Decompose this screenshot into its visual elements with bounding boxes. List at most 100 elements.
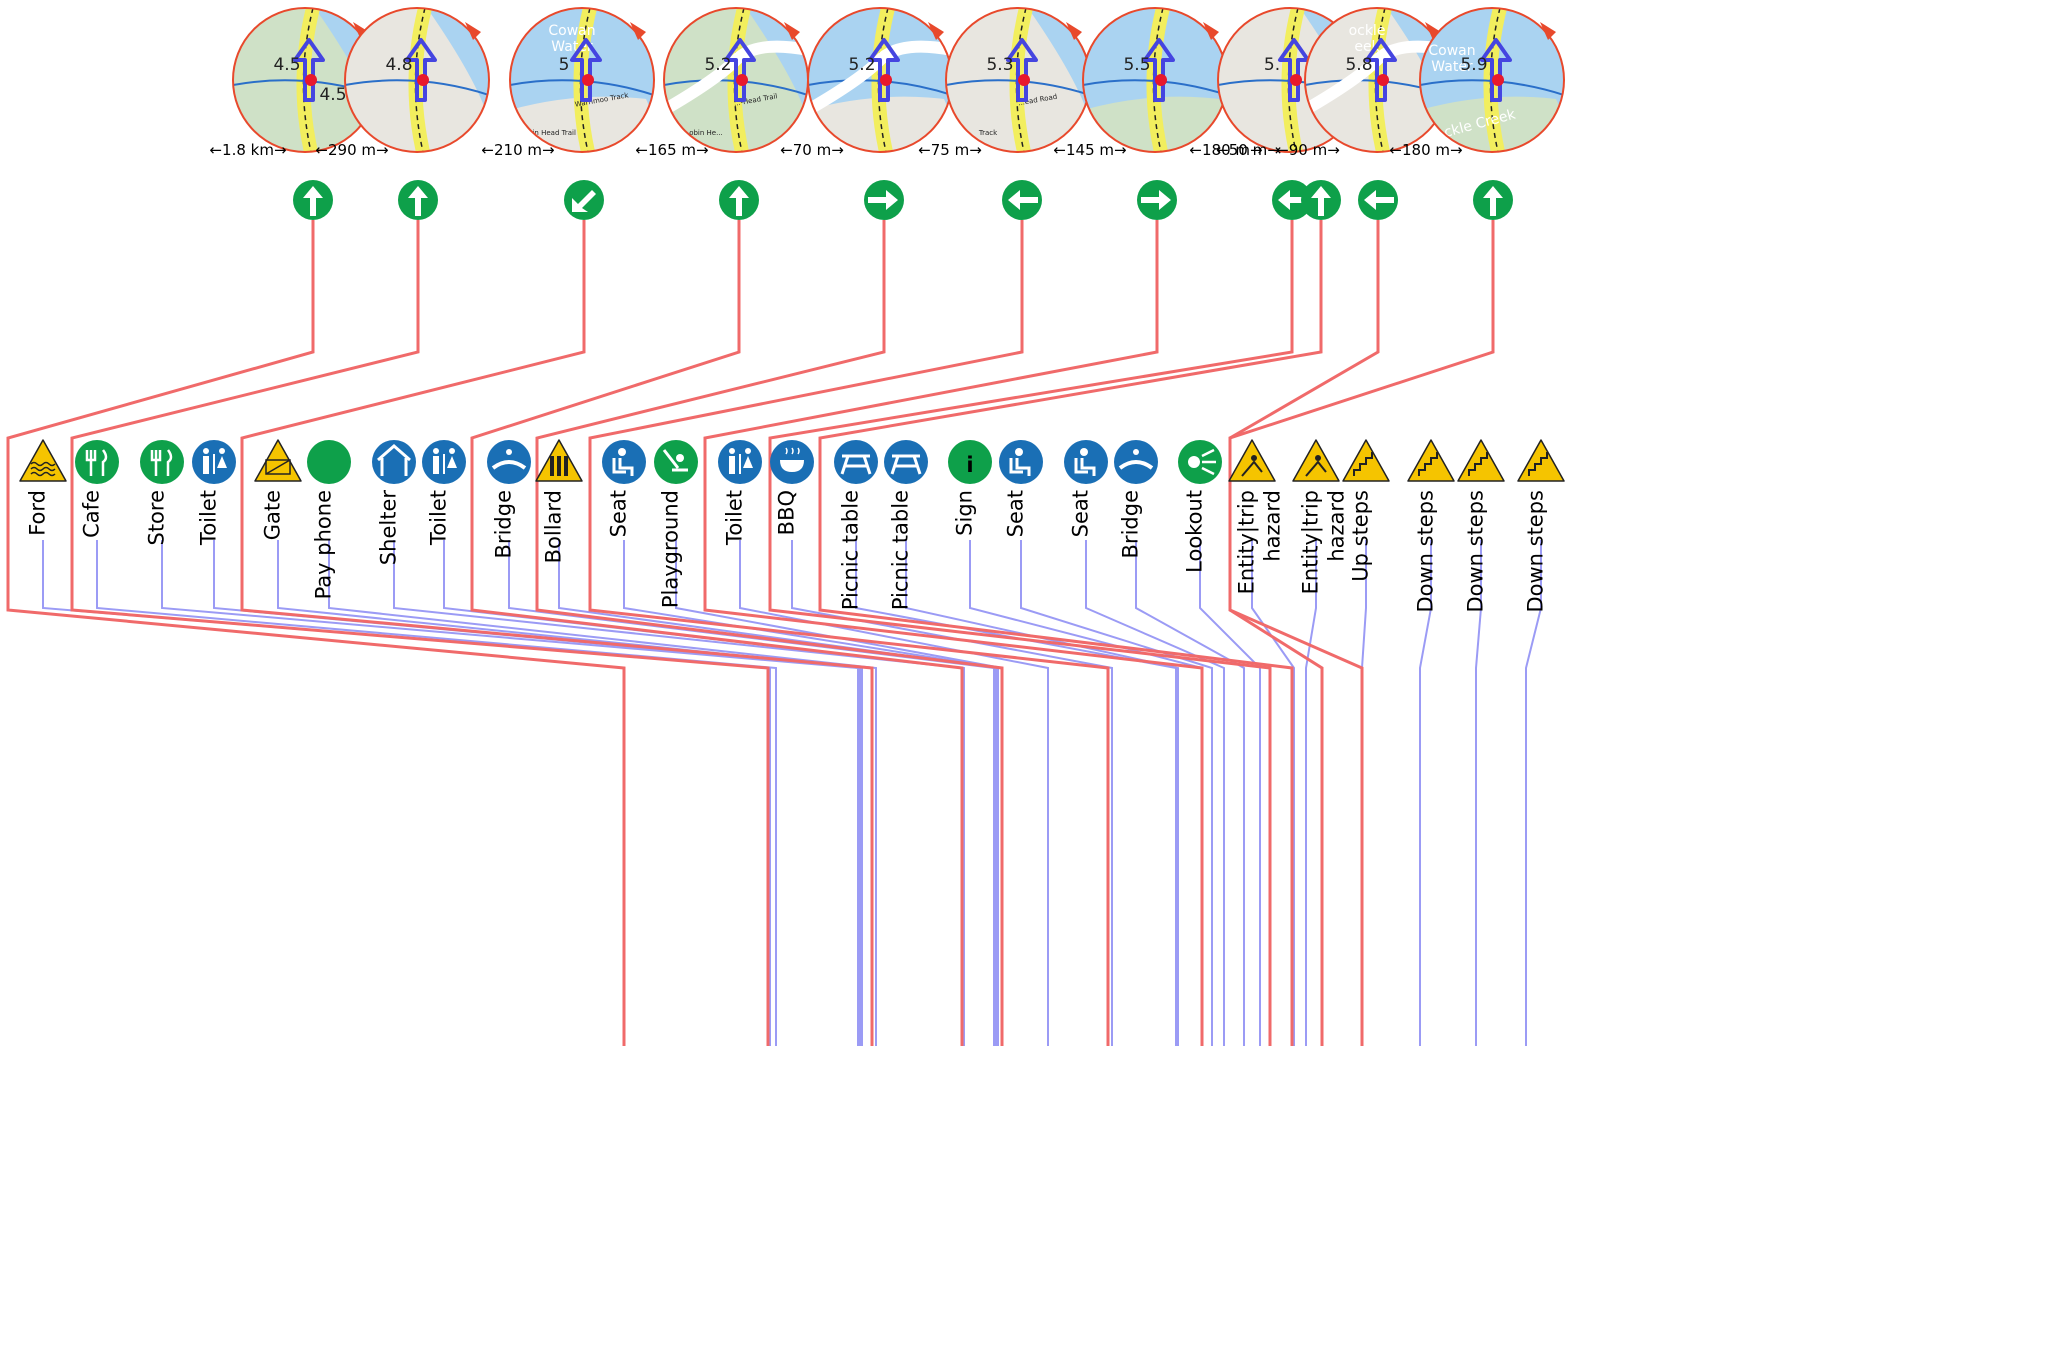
route-line [1228,220,1380,1046]
map-border [509,7,655,153]
poi-line [96,540,777,1046]
poi-item: Lookout [1178,440,1222,573]
north-icon [465,22,481,40]
poi-line [1419,540,1432,1046]
route-line [6,220,626,1046]
poi-label: Toilet [722,490,746,546]
km-label: 5.2 [848,55,875,75]
picnic-table-icon [834,440,878,484]
bollard-warning-icon [535,439,583,482]
poi-label: BBQ [774,490,798,535]
route-line [588,220,1110,1046]
shelter-icon [372,440,416,484]
turn-icons [293,180,1513,220]
position-marker [1492,74,1504,86]
route-arrow [868,38,900,102]
poi-item: Down steps [1457,439,1505,613]
distance-label: ←50 m→ [1216,141,1280,159]
poi-line [905,540,1179,1046]
distance-label: ←165 m→ [635,141,708,159]
north-icon [784,22,800,40]
place-label: Cowan [1428,43,1475,59]
poi-label: hazard [1324,490,1348,562]
poi-item: Gate [254,439,302,540]
straight-arrow-icon [719,180,759,220]
poi-line [328,540,877,1046]
poi-label: Toilet [196,490,220,546]
km-label: 5.9 [1460,55,1487,75]
distance-label: ←180 m→ [1389,141,1462,159]
picnic-table-icon [884,440,928,484]
position-marker [736,74,748,86]
position-marker [417,74,429,86]
distance-label: ←290 m→ [315,141,388,159]
seat-icon [602,440,646,484]
steps-warning-icon [1342,439,1390,482]
route-line [703,220,1204,1046]
route-arrow [570,38,602,102]
poi-label: Cafe [79,490,103,538]
straight-arrow-icon [293,180,333,220]
poi-label: Down steps [1523,490,1547,613]
poi-label: Seat [1003,490,1027,537]
poi-item: Bollard [535,439,583,563]
poi-label: Ford [25,490,49,536]
map-circle: 4.8 [344,7,490,153]
poi-item: Down steps [1517,439,1565,613]
route-line [70,220,770,1046]
steps-warning-icon [1457,439,1505,482]
distance-label: ←70 m→ [780,141,844,159]
poi-line [1135,540,1245,1046]
poi-item: i Sign [948,440,992,536]
poi-item: Entity|trip hazard [1228,439,1284,594]
bridge-icon [487,440,531,484]
poi-item: Bridge [1114,440,1158,558]
lookout-icon [1178,440,1222,484]
poi-label: Down steps [1463,490,1487,613]
trip-hazard-warning-icon [1292,439,1340,482]
playground-icon [654,440,698,484]
poi-label: Entity|trip [1234,490,1259,594]
bbq-icon [770,440,814,484]
poi-label: Bridge [1118,490,1142,558]
route-arrow [1480,38,1512,102]
seat-icon [999,440,1043,484]
poi-item: Picnic table [834,440,878,610]
straight-arrow-icon [1473,180,1513,220]
km-label: 4.8 [385,55,412,75]
poi-icons: Ford Cafe Store Toilet Gate Pay phone Shelter T… [19,439,1565,613]
poi-line [739,540,1049,1046]
poi-connector-lines [42,540,1542,1046]
straight-arrow-icon [398,180,438,220]
poi-label: Entity|trip [1298,490,1323,594]
steps-warning-icon [1517,439,1565,482]
poi-item: Down steps [1407,439,1455,613]
position-marker [880,74,892,86]
poi-item: Cafe [75,440,119,538]
map-circle: 5.2 [807,7,953,153]
route-arrow [293,38,325,102]
poi-item: BBQ [770,440,814,535]
place-label: Water [1431,59,1473,75]
straight-arrow-icon [1301,180,1341,220]
poi-line [161,540,859,1046]
poi-item: Seat [1064,440,1108,537]
poi-item: Playground [654,440,698,608]
poi-item: Seat [999,440,1043,537]
poi-item: Pay phone [307,440,351,599]
km-label: 5.3 [986,55,1013,75]
poi-label: Gate [260,490,284,540]
poi-label: Seat [606,490,630,537]
poi-item: Toilet [718,440,762,546]
north-icon [1203,22,1219,40]
poi-item: Entity|trip hazard [1292,439,1348,594]
north-icon [1066,22,1082,40]
km-label: 4.5 [319,85,346,105]
route-arrow [1365,38,1397,102]
route-arrow [1143,38,1175,102]
